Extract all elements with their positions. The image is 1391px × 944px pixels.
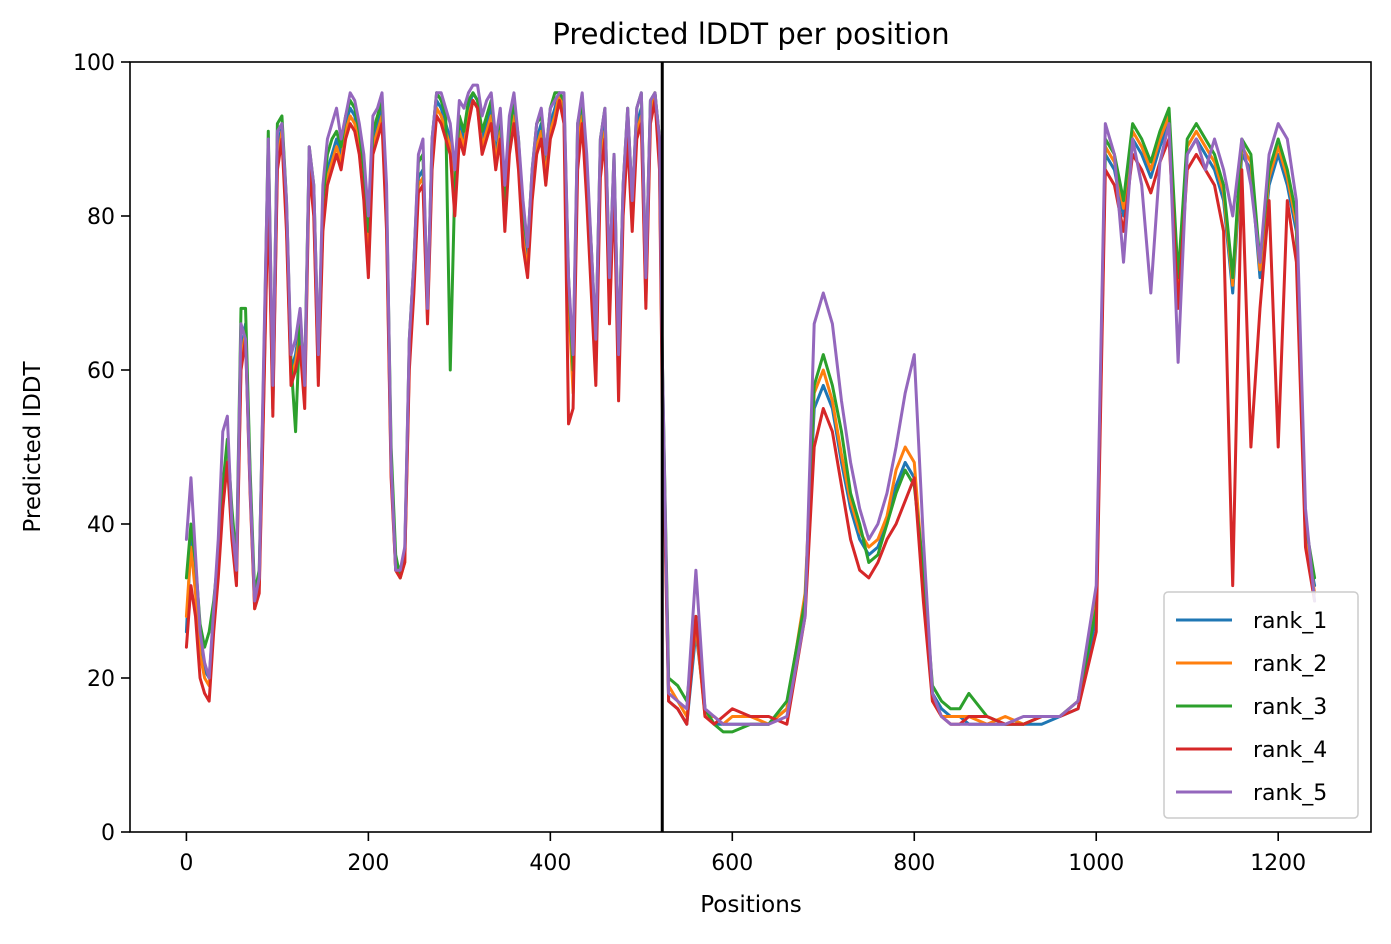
y-tick-label: 20 [87, 667, 115, 692]
y-axis: 0 20 40 60 80 100 [73, 51, 130, 846]
x-axis: 0 200 400 600 800 1000 1200 [179, 832, 1306, 876]
plot-frame [129, 61, 1372, 833]
x-tick-label: 600 [711, 851, 753, 876]
y-axis-label: Predicted lDDT [20, 360, 46, 532]
y-tick-label: 100 [73, 51, 115, 76]
plot-area [184, 83, 1317, 734]
x-tick-label: 1200 [1250, 851, 1306, 876]
y-tick-label: 40 [87, 513, 115, 538]
x-tick-label: 0 [179, 851, 193, 876]
series-line-rank_5 [184, 83, 1317, 726]
y-tick-label: 60 [87, 359, 115, 384]
x-tick-label: 400 [529, 851, 571, 876]
legend-label-rank_5: rank_5 [1253, 781, 1327, 806]
legend-box [1163, 591, 1359, 819]
legend: rank_1 rank_2 rank_3 rank_4 rank_5 [1163, 591, 1359, 819]
x-tick-label: 200 [347, 851, 389, 876]
y-tick-label: 80 [87, 205, 115, 230]
legend-label-rank_3: rank_3 [1253, 695, 1327, 720]
legend-label-rank_1: rank_1 [1253, 609, 1327, 634]
y-tick-label: 0 [101, 821, 115, 846]
legend-label-rank_2: rank_2 [1253, 652, 1327, 677]
chart-title: Predicted lDDT per position [552, 17, 949, 51]
legend-label-rank_4: rank_4 [1253, 738, 1327, 763]
x-tick-label: 800 [893, 851, 935, 876]
x-tick-label: 1000 [1068, 851, 1124, 876]
x-axis-label: Positions [700, 892, 802, 918]
